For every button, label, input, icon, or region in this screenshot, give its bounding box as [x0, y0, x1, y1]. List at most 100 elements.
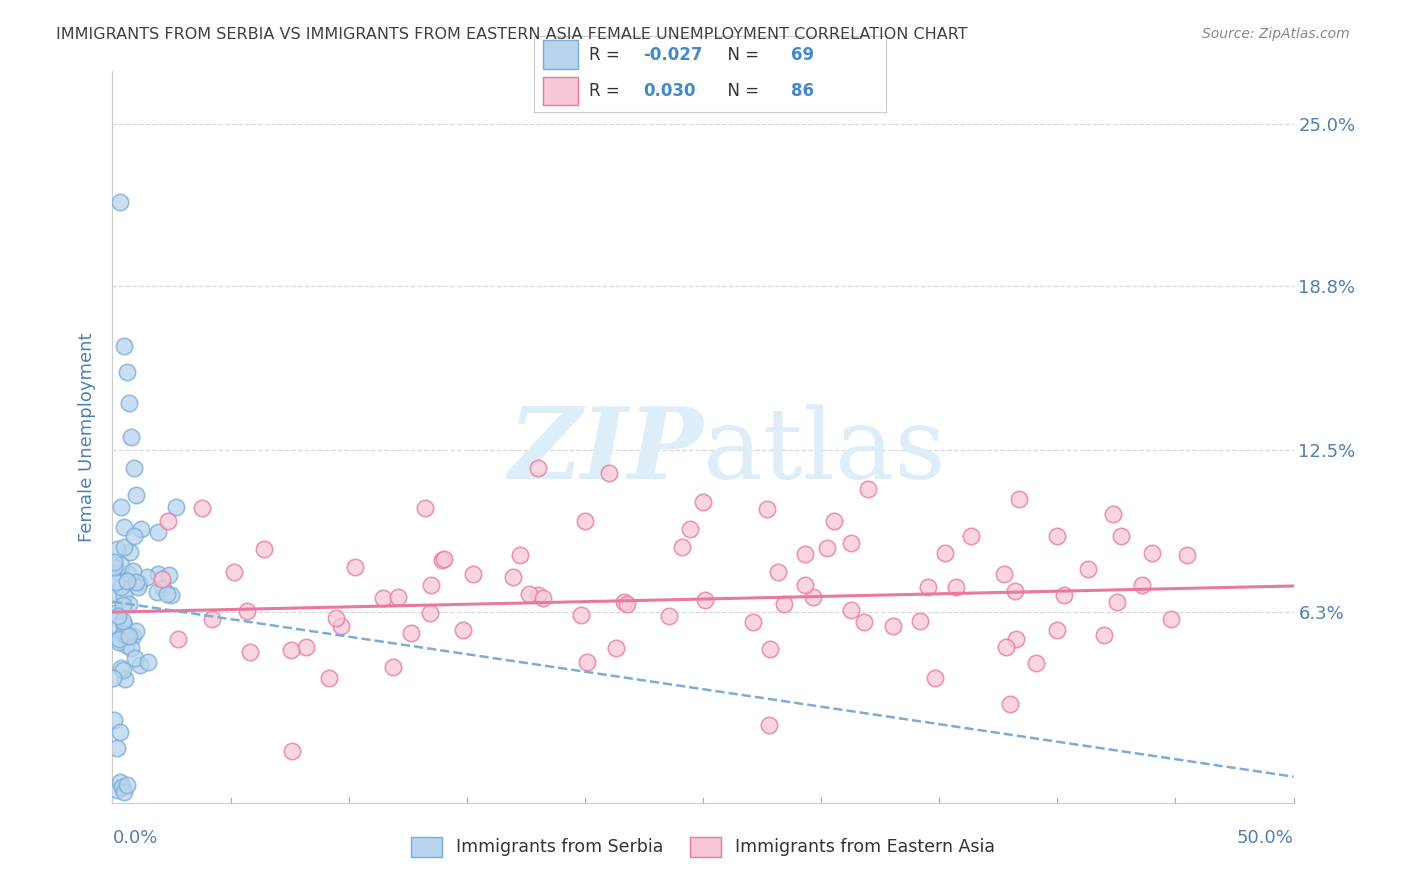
Point — [136, 656, 159, 670]
Point — [107, 609, 129, 624]
Point — [146, 567, 169, 582]
Point — [295, 640, 318, 655]
Point — [1105, 595, 1128, 609]
Point — [110, 580, 132, 594]
Legend: Immigrants from Serbia, Immigrants from Eastern Asia: Immigrants from Serbia, Immigrants from … — [404, 830, 1002, 863]
Point — [616, 597, 638, 611]
Point — [399, 625, 422, 640]
Point — [122, 628, 145, 642]
Point — [112, 540, 135, 554]
Point — [103, 555, 125, 569]
Point — [160, 589, 183, 603]
Point — [128, 576, 150, 591]
Point — [108, 565, 131, 579]
Point — [222, 565, 245, 579]
Point — [1160, 612, 1182, 626]
Point — [111, 614, 134, 628]
Point — [112, 618, 135, 632]
Point — [115, 627, 138, 641]
Point — [125, 624, 148, 639]
Point — [858, 483, 880, 497]
Text: atlas: atlas — [703, 404, 946, 500]
Point — [280, 643, 302, 657]
Point — [112, 339, 135, 353]
Point — [114, 626, 136, 640]
Text: 86: 86 — [790, 82, 814, 100]
Point — [201, 612, 224, 626]
Point — [1025, 656, 1047, 670]
Point — [239, 645, 262, 659]
Point — [908, 614, 931, 628]
Point — [413, 501, 436, 516]
Point — [114, 673, 136, 687]
Point — [105, 782, 128, 797]
Point — [108, 632, 131, 646]
Point — [157, 514, 180, 528]
Text: R =: R = — [589, 45, 624, 63]
Point — [1008, 492, 1031, 507]
Point — [882, 619, 904, 633]
Point — [794, 578, 817, 592]
Point — [758, 718, 780, 732]
Point — [108, 194, 131, 209]
Point — [605, 640, 627, 655]
Point — [104, 606, 127, 620]
Point — [146, 585, 169, 599]
Point — [135, 570, 157, 584]
Point — [758, 641, 780, 656]
Point — [1140, 546, 1163, 560]
Point — [766, 565, 789, 579]
Point — [924, 672, 946, 686]
Point — [433, 552, 456, 566]
Point — [742, 615, 765, 630]
Point — [150, 572, 173, 586]
Text: R =: R = — [589, 82, 624, 100]
Point — [105, 574, 128, 589]
Point — [598, 467, 620, 481]
Point — [419, 578, 441, 592]
Point — [107, 635, 129, 649]
Point — [122, 461, 145, 475]
Point — [526, 461, 548, 475]
Point — [110, 661, 132, 675]
Point — [451, 624, 474, 638]
Point — [934, 546, 956, 560]
Point — [103, 560, 125, 574]
Text: 69: 69 — [790, 45, 814, 63]
Point — [129, 521, 152, 535]
Point — [1175, 549, 1198, 563]
Point — [419, 607, 441, 621]
Point — [118, 545, 141, 559]
Point — [127, 580, 149, 594]
Point — [960, 529, 983, 543]
Point — [693, 593, 716, 607]
Point — [671, 541, 693, 555]
Point — [1004, 583, 1026, 598]
Point — [1130, 578, 1153, 592]
Point — [1005, 632, 1028, 646]
Point — [658, 608, 681, 623]
Point — [692, 495, 714, 509]
Point — [105, 541, 128, 556]
Point — [945, 580, 967, 594]
Point — [344, 560, 367, 574]
Point — [613, 595, 636, 609]
Point — [576, 655, 599, 669]
Point — [124, 651, 146, 665]
Text: 0.030: 0.030 — [644, 82, 696, 100]
Point — [111, 664, 134, 678]
Point — [993, 566, 1015, 581]
Point — [1101, 507, 1123, 521]
Point — [998, 697, 1021, 711]
Point — [157, 568, 180, 582]
Point — [115, 639, 138, 653]
Point — [1046, 623, 1069, 637]
Point — [115, 574, 138, 589]
Point — [430, 553, 453, 567]
Point — [325, 610, 347, 624]
Point — [115, 365, 138, 379]
Point — [1109, 529, 1132, 543]
Point — [110, 558, 132, 573]
Text: N =: N = — [717, 82, 765, 100]
Point — [517, 587, 540, 601]
